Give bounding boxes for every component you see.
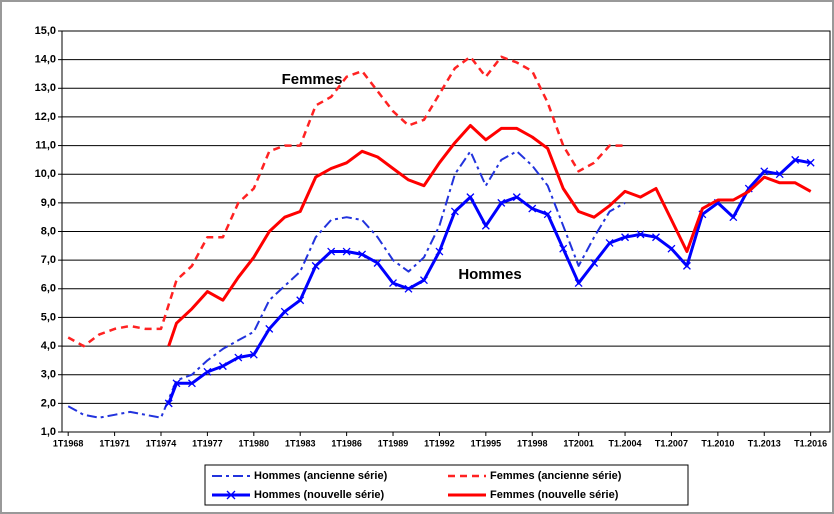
marker [419, 276, 428, 285]
marker [806, 158, 815, 167]
x-tick-label: 1T1986 [331, 438, 362, 448]
marker [497, 198, 506, 207]
marker [203, 367, 212, 376]
y-tick-label: 6,0 [41, 283, 56, 295]
y-tick-label: 5,0 [41, 311, 56, 323]
marker [559, 244, 568, 253]
legend [204, 464, 689, 506]
marker [621, 233, 630, 242]
legend-label: Hommes (nouvelle série) [254, 489, 385, 501]
legend-label: Femmes (nouvelle série) [490, 489, 619, 501]
x-tick-label: T1.2007 [655, 438, 688, 448]
marker [775, 170, 784, 179]
marker [481, 221, 490, 230]
legend-label: Hommes (ancienne série) [254, 470, 388, 482]
x-tick-label: 1T1998 [517, 438, 548, 448]
marker [249, 350, 258, 359]
marker [652, 233, 660, 242]
x-tick-label: T1.2016 [794, 438, 827, 448]
marker [682, 261, 691, 270]
marker [172, 379, 181, 388]
marker [187, 379, 196, 388]
y-tick-label: 4,0 [41, 340, 56, 352]
x-tick-label: 1T1971 [99, 438, 130, 448]
marker [729, 213, 738, 222]
x-tick-label: 1T1968 [53, 438, 84, 448]
marker [466, 193, 475, 202]
marker [311, 261, 320, 270]
legend-marker [226, 490, 236, 500]
annotation: Femmes [282, 71, 343, 88]
marker [450, 207, 459, 216]
marker [358, 250, 367, 259]
y-tick-label: 14,0 [35, 54, 56, 66]
marker [605, 238, 614, 247]
marker [342, 247, 351, 256]
marker [373, 259, 382, 267]
x-tick-label: 1T1989 [378, 438, 409, 448]
y-tick-label: 10,0 [35, 168, 56, 180]
marker [590, 259, 599, 267]
marker [389, 279, 397, 288]
marker [280, 307, 289, 316]
x-tick-label: 1T2001 [563, 438, 594, 448]
series-line [67, 150, 626, 419]
x-tick-label: T1.2004 [609, 438, 642, 448]
y-tick-label: 7,0 [41, 254, 56, 266]
marker [234, 353, 243, 362]
marker [435, 247, 444, 256]
x-tick-label: T1.2013 [748, 438, 781, 448]
y-tick-label: 2,0 [41, 397, 56, 409]
series-line [167, 124, 812, 347]
x-tick-label: 1T1992 [424, 438, 455, 448]
marker [404, 284, 413, 293]
legend-label: Femmes (ancienne série) [490, 470, 622, 482]
marker [265, 324, 274, 333]
marker [574, 279, 583, 288]
marker [512, 193, 521, 202]
x-tick-label: 1T1983 [285, 438, 316, 448]
y-tick-label: 15,0 [35, 25, 56, 37]
y-tick-label: 3,0 [41, 369, 56, 381]
marker [636, 230, 645, 239]
marker [327, 247, 336, 256]
marker [218, 362, 227, 371]
x-tick-label: 1T1974 [146, 438, 177, 448]
x-tick-label: 1T1995 [471, 438, 502, 448]
marker [528, 204, 537, 213]
y-tick-label: 13,0 [35, 82, 56, 94]
marker [296, 296, 305, 305]
marker [543, 210, 552, 219]
y-tick-label: 1,0 [41, 426, 56, 438]
x-tick-label: 1T1980 [239, 438, 270, 448]
x-tick-label: 1T1977 [192, 438, 223, 448]
y-tick-label: 12,0 [35, 111, 56, 123]
y-tick-label: 8,0 [41, 225, 56, 237]
marker [667, 244, 676, 253]
annotation: Hommes [458, 266, 521, 283]
y-tick-label: 11,0 [35, 139, 56, 151]
marker [164, 399, 173, 408]
x-tick-label: T1.2010 [701, 438, 734, 448]
marker [791, 155, 800, 164]
y-tick-label: 9,0 [41, 197, 56, 209]
series-line [67, 55, 625, 348]
marker [760, 167, 769, 176]
